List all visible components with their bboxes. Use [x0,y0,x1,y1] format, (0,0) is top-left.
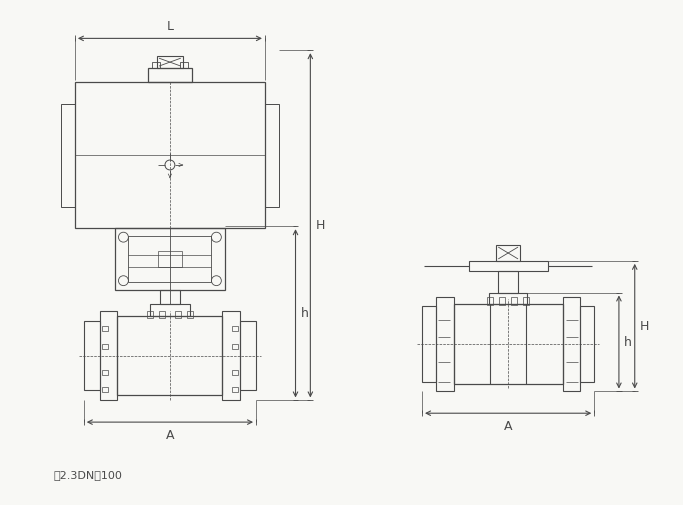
Bar [422,307,436,382]
Bar [180,62,188,68]
Bar [102,387,108,392]
Bar [102,326,108,331]
Bar [61,104,75,207]
Bar [232,344,238,349]
Bar [581,307,594,382]
Text: H: H [640,320,649,333]
Bar [152,62,160,68]
Bar [511,297,517,306]
Text: A: A [504,420,512,433]
Bar [158,251,182,267]
Bar [232,370,238,375]
Text: H: H [316,219,324,232]
Bar [102,370,108,375]
Text: A: A [166,429,174,442]
Bar [469,261,548,271]
Text: L: L [167,20,173,33]
Bar [436,296,454,391]
Bar [240,321,256,390]
Bar [223,312,240,400]
Bar [115,228,225,289]
Bar [147,312,153,318]
Text: h: h [624,335,632,348]
Bar [489,292,527,305]
Bar [232,387,238,392]
Bar [84,321,100,390]
Bar [563,296,581,391]
Bar [499,297,505,306]
Bar [150,305,190,316]
Bar [454,305,563,383]
Bar [100,312,117,400]
Bar [157,56,183,68]
Text: h: h [301,307,308,320]
Bar [159,312,165,318]
Bar [102,344,108,349]
Bar [148,68,192,82]
Text: 图2.3DN＞100: 图2.3DN＞100 [53,470,122,480]
Bar [75,82,265,228]
Bar [175,312,181,318]
Bar [186,312,193,318]
Bar [232,326,238,331]
Bar [117,316,223,395]
Bar [523,297,529,306]
Bar [497,245,520,261]
Bar [160,289,180,305]
Bar [128,236,212,282]
Bar [499,271,518,292]
Bar [488,297,493,306]
Bar [265,104,279,207]
